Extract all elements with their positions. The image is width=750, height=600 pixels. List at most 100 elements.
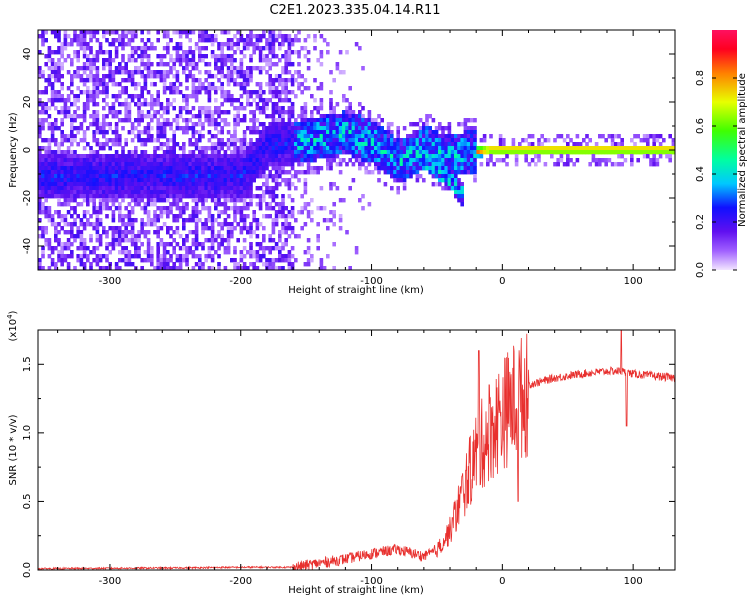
heat-cell: [278, 138, 282, 143]
heat-cell: [495, 158, 500, 163]
heat-cell: [313, 170, 317, 175]
heat-cell: [137, 102, 141, 107]
heat-cell: [361, 106, 365, 111]
heat-cell: [172, 174, 176, 179]
heat-cell: [249, 126, 253, 131]
heat-cell: [287, 134, 292, 139]
heat-cell: [204, 150, 208, 155]
heat-cell: [246, 34, 250, 39]
heat-cell: [358, 162, 362, 167]
heat-cell: [137, 254, 141, 259]
heat-cell: [121, 218, 125, 223]
heat-cell: [98, 218, 103, 223]
heat-cell: [185, 102, 189, 107]
heat-cell: [294, 50, 298, 55]
heat-cell: [553, 162, 557, 167]
heat-cell: [44, 162, 48, 167]
heat-cell: [50, 186, 55, 191]
heat-cell: [281, 194, 285, 199]
heat-cell: [274, 222, 279, 227]
heat-cell: [450, 178, 455, 183]
heat-cell: [329, 70, 333, 75]
heat-cell: [578, 142, 583, 147]
heat-cell: [82, 82, 87, 87]
heat-cell: [98, 154, 103, 159]
heat-cell: [662, 138, 666, 143]
heat-cell: [290, 174, 295, 179]
heat-cell: [41, 30, 45, 35]
heat-cell: [214, 186, 218, 191]
heat-cell: [207, 130, 212, 135]
heat-cell: [300, 226, 304, 231]
heat-cell: [348, 110, 352, 115]
heat-cell: [268, 30, 272, 35]
heat-cell: [162, 222, 167, 227]
heat-cell: [367, 142, 372, 147]
heat-cell: [303, 190, 308, 195]
heat-cell: [255, 66, 260, 71]
heat-cell: [162, 110, 167, 115]
heat-cell: [278, 254, 282, 259]
heat-cell: [489, 154, 493, 159]
heat-cell: [431, 142, 436, 147]
heat-cell: [175, 74, 180, 79]
heat-cell: [313, 150, 317, 155]
heat-cell: [95, 178, 100, 183]
heat-cell: [66, 114, 71, 119]
heat-cell: [210, 74, 215, 79]
heat-cell: [207, 238, 212, 243]
heat-cell: [294, 150, 298, 155]
heat-cell: [185, 50, 189, 55]
heat-cell: [86, 194, 90, 199]
heat-cell: [54, 178, 58, 183]
heat-cell: [76, 246, 80, 251]
heat-cell: [41, 74, 45, 79]
heat-cell: [178, 42, 183, 47]
heat-cell: [335, 114, 340, 119]
heat-cell: [95, 254, 100, 259]
heat-cell: [82, 70, 87, 75]
heat-cell: [140, 166, 144, 171]
heat-cell: [137, 114, 141, 119]
heat-cell: [242, 74, 247, 79]
heat-cell: [172, 62, 176, 67]
heat-cell: [326, 122, 330, 127]
heat-cell: [47, 238, 52, 243]
heat-cell: [255, 234, 260, 239]
heat-cell: [230, 54, 234, 59]
heat-cell: [361, 130, 365, 135]
heat-cell: [38, 154, 42, 159]
heat-cell: [268, 158, 272, 163]
heat-cell: [226, 214, 231, 219]
colorbar-tick-label: 0.6: [695, 118, 706, 134]
heat-cell: [233, 122, 237, 127]
heat-cell: [182, 258, 186, 263]
heat-cell: [396, 146, 400, 151]
heat-cell: [463, 134, 468, 139]
heat-cell: [89, 166, 93, 171]
heat-cell: [364, 170, 368, 175]
heat-cell: [489, 134, 493, 139]
heat-cell: [278, 98, 282, 103]
heat-cell: [348, 114, 352, 119]
heat-cell: [313, 106, 317, 111]
heat-cell: [214, 118, 218, 123]
heat-cell: [470, 158, 474, 163]
heat-cell: [287, 258, 292, 263]
heat-cell: [118, 186, 122, 191]
heat-cell: [230, 190, 234, 195]
heat-cell: [249, 230, 253, 235]
heat-cell: [562, 150, 567, 155]
heat-cell: [54, 266, 58, 270]
heat-cell: [105, 254, 109, 259]
heat-cell: [191, 58, 196, 63]
heat-cell: [95, 206, 100, 211]
heat-cell: [530, 158, 535, 163]
heat-cell: [98, 178, 103, 183]
heat-cell: [82, 178, 87, 183]
heat-cell: [246, 46, 250, 51]
heat-cell: [130, 50, 135, 55]
heat-cell: [278, 214, 282, 219]
heat-cell: [63, 214, 68, 219]
